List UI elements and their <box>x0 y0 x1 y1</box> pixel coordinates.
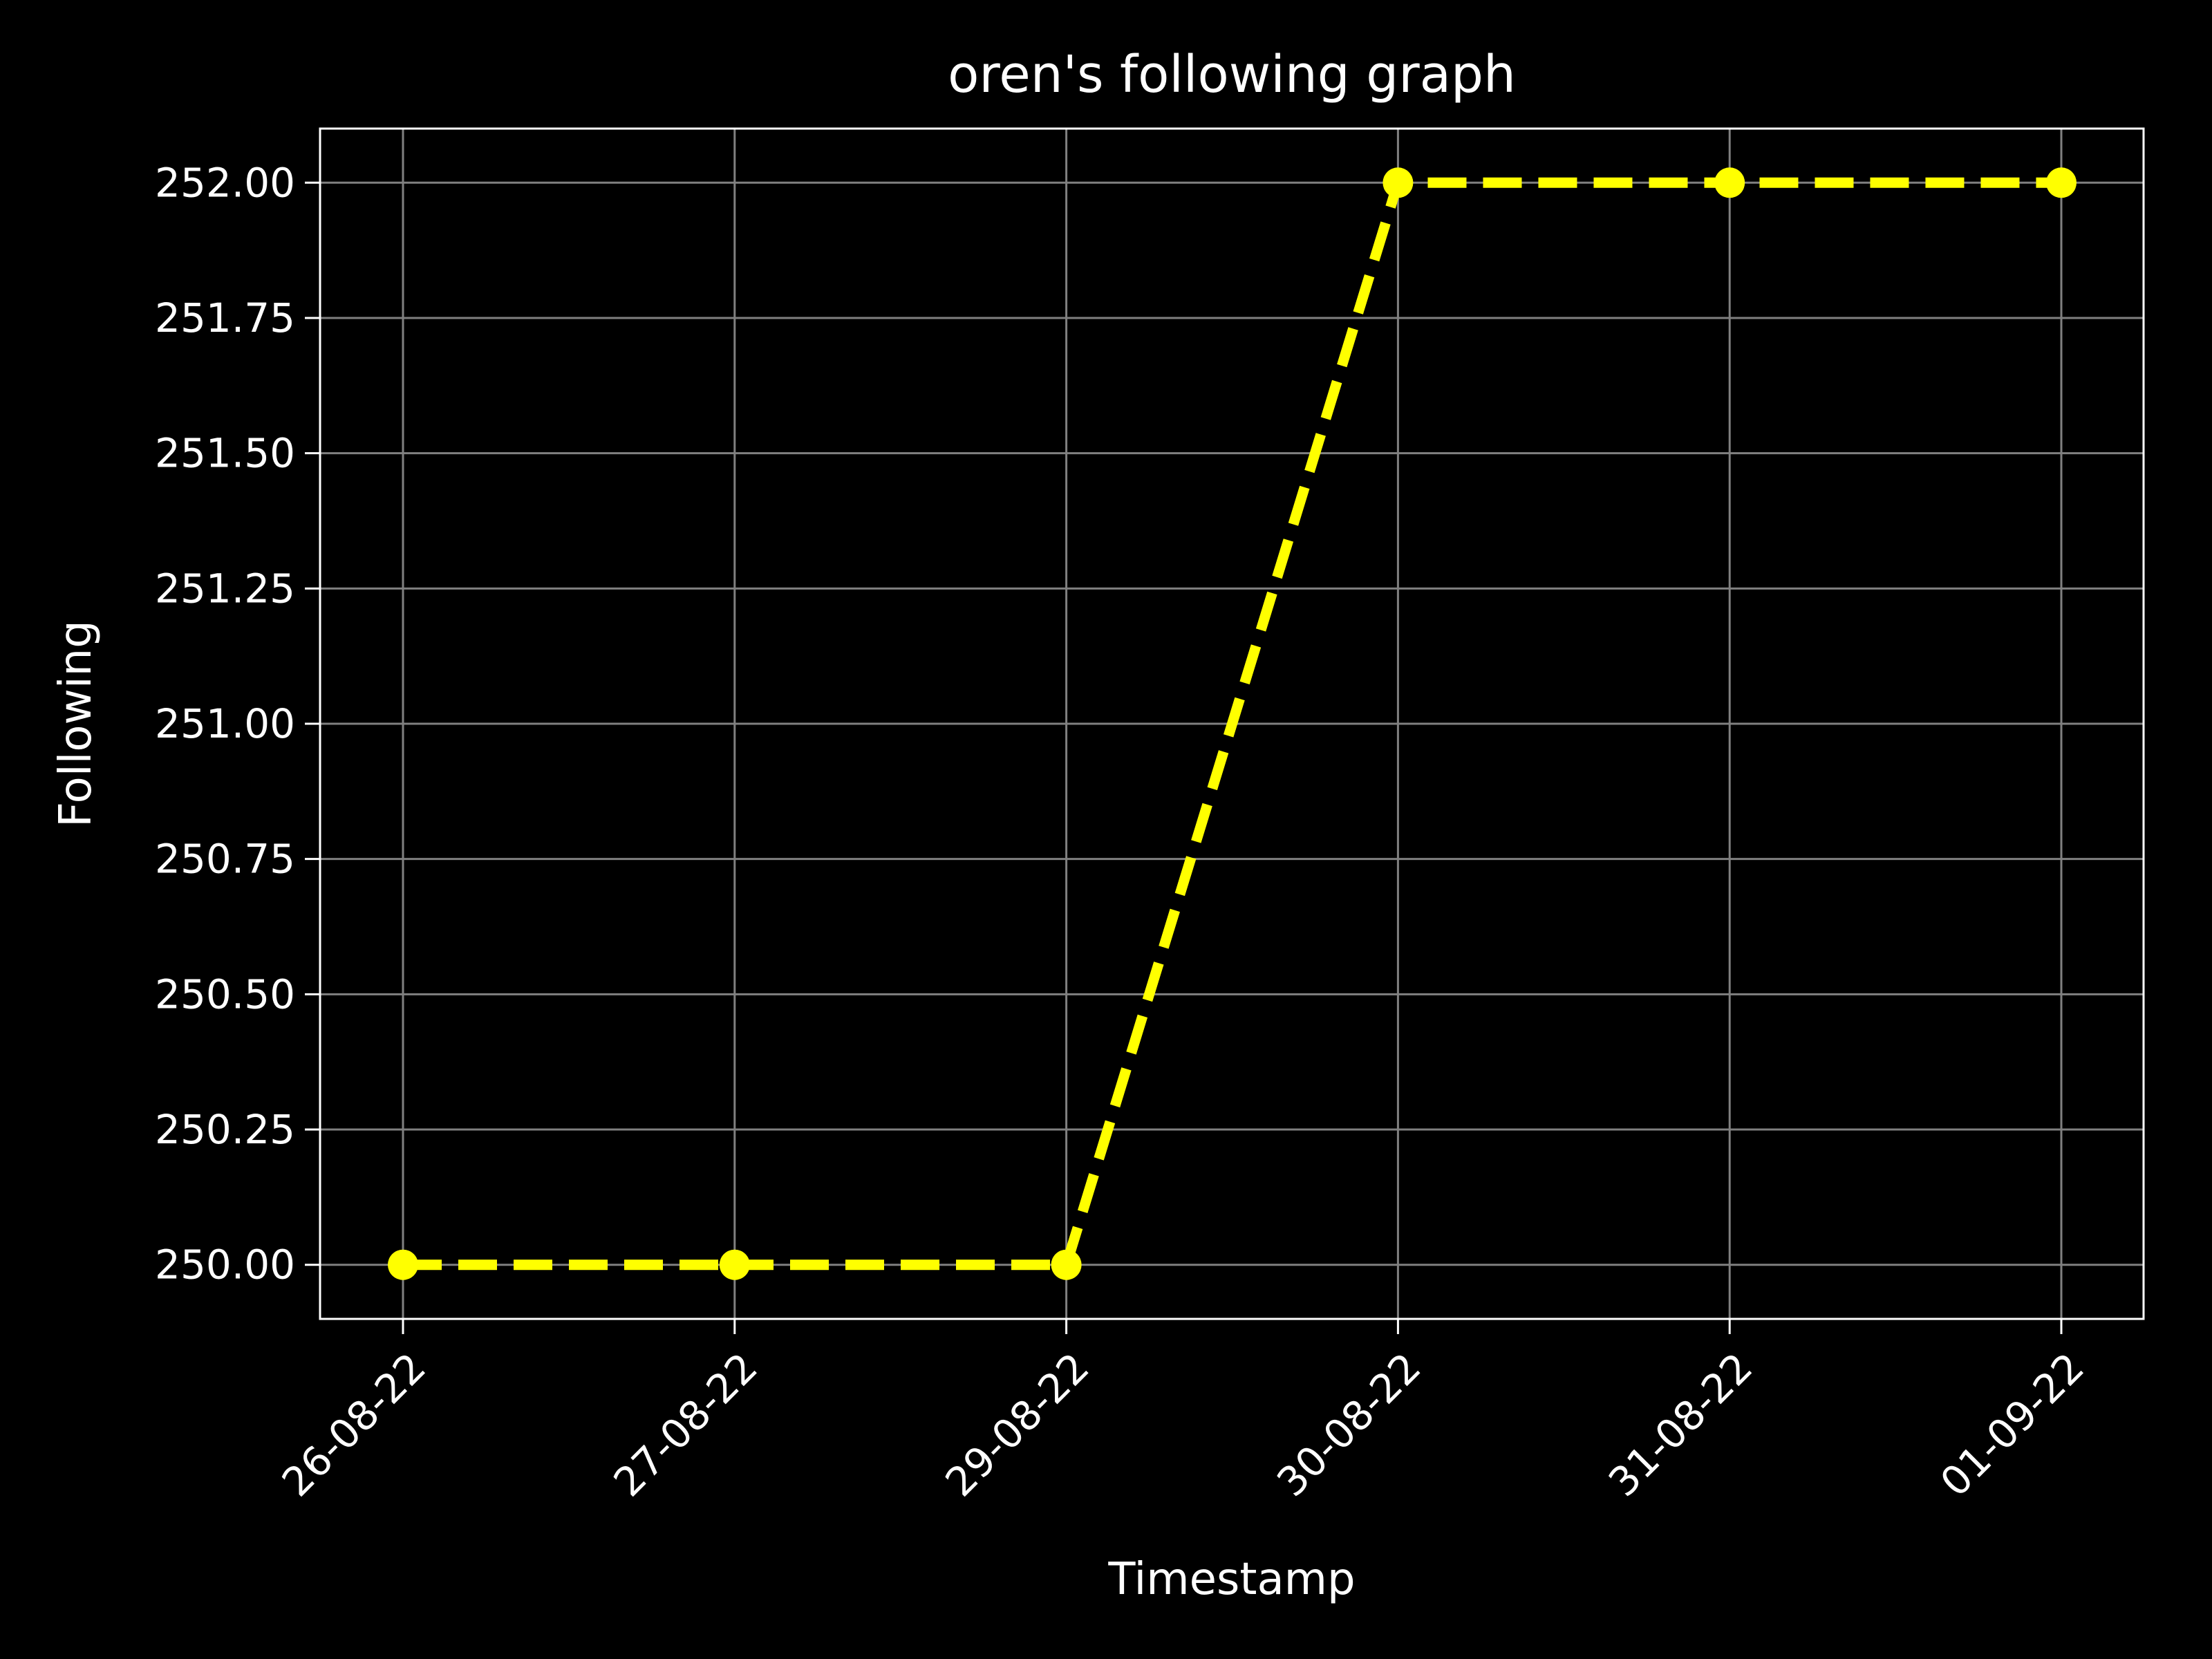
data-point <box>2046 167 2077 198</box>
y-tick-label: 251.00 <box>155 700 295 747</box>
data-point <box>388 1249 418 1280</box>
y-tick-label: 250.50 <box>155 971 295 1018</box>
x-axis-label: Timestamp <box>1107 1554 1355 1605</box>
series-line <box>403 177 2061 1271</box>
y-tick-label: 251.25 <box>155 565 295 612</box>
y-tick-label: 250.25 <box>155 1106 295 1153</box>
y-tick-label: 250.75 <box>155 836 295 883</box>
data-point <box>1051 1249 1082 1280</box>
y-tick-label: 251.50 <box>155 430 295 477</box>
data-point <box>719 1249 750 1280</box>
data-point <box>1382 167 1414 198</box>
y-tick-label: 251.75 <box>155 294 295 341</box>
chart-title: oren's following graph <box>948 45 1516 104</box>
data-point <box>1714 167 1745 198</box>
y-axis-label: Following <box>50 620 102 827</box>
series-layer <box>388 167 2077 1280</box>
y-tick-label: 252.00 <box>155 159 295 206</box>
y-tick-label: 250.00 <box>155 1241 295 1288</box>
